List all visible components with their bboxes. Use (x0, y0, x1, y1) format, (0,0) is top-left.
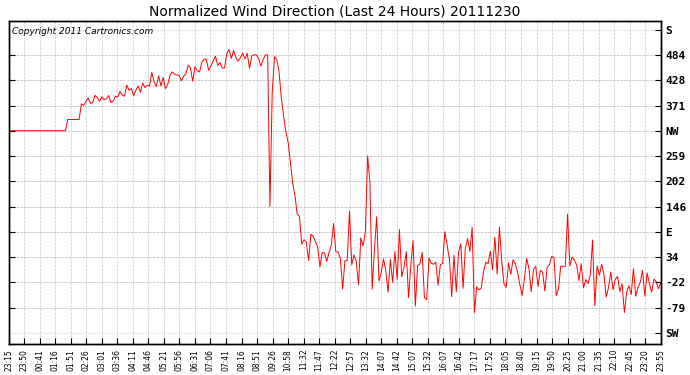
Title: Normalized Wind Direction (Last 24 Hours) 20111230: Normalized Wind Direction (Last 24 Hours… (149, 4, 520, 18)
Text: Copyright 2011 Cartronics.com: Copyright 2011 Cartronics.com (12, 27, 153, 36)
